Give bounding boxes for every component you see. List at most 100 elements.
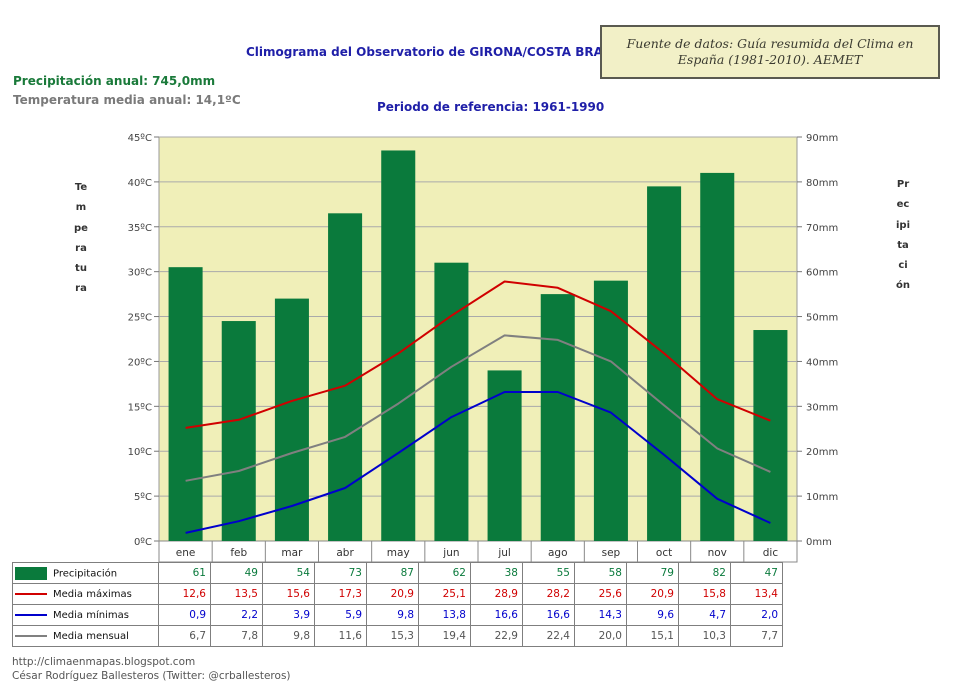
- table-cell: 62: [418, 562, 471, 584]
- data-table: Precipitación 61 49 54 73 87 62 38 55 58…: [12, 562, 783, 647]
- x-tick-label: jun: [442, 547, 459, 559]
- precipitation-bar: [221, 321, 256, 541]
- right-tick-label: 90mm: [806, 133, 838, 144]
- precipitation-legend-swatch: [15, 566, 47, 580]
- precipitation-bar: [328, 213, 363, 542]
- table-cell: 20,0: [574, 625, 627, 647]
- table-cell: 79: [626, 562, 679, 584]
- table-cell: 12,6: [158, 583, 211, 605]
- source-note: Fuente de datos: Guía resumida del Clima…: [626, 36, 914, 67]
- annual-temperature: Temperatura media anual: 14,1ºC: [13, 93, 241, 107]
- x-tick-label: ago: [548, 547, 568, 559]
- plot-area: [158, 136, 798, 542]
- precipitation-bar: [487, 370, 522, 541]
- table-cell: 14,3: [574, 604, 627, 626]
- right-tick-label: 10mm: [806, 492, 838, 503]
- table-cell: 13,8: [418, 604, 471, 626]
- x-tick-label: feb: [230, 547, 247, 559]
- table-cell: 13,5: [210, 583, 263, 605]
- right-tick-label: 60mm: [806, 268, 838, 279]
- precipitation-bar: [593, 280, 628, 541]
- left-axis-label: Temperatura: [74, 182, 88, 295]
- x-tick-label: dic: [763, 547, 779, 559]
- table-cell: 10,3: [678, 625, 731, 647]
- table-cell: 19,4: [418, 625, 471, 647]
- precipitation-bar: [700, 172, 735, 541]
- table-cell: 28,2: [522, 583, 575, 605]
- table-cell: 9,8: [366, 604, 419, 626]
- table-cell: 16,6: [522, 604, 575, 626]
- table-cell: 11,6: [314, 625, 367, 647]
- table-cell: 28,9: [470, 583, 523, 605]
- table-row-min: Media mínimas 0,9 2,2 3,9 5,9 9,8 13,8 1…: [12, 604, 783, 626]
- table-cell: 2,2: [210, 604, 263, 626]
- left-tick-label: 40ºC: [128, 178, 152, 189]
- table-cell: 7,8: [210, 625, 263, 647]
- table-cell: 3,9: [262, 604, 315, 626]
- left-tick-label: 20ºC: [128, 357, 152, 368]
- table-cell: 15,1: [626, 625, 679, 647]
- x-tick-label: sep: [602, 547, 621, 559]
- precipitation-bar: [753, 330, 788, 541]
- precipitation-bar: [434, 262, 469, 541]
- left-tick-label: 35ºC: [128, 223, 152, 234]
- x-tick-label: may: [387, 547, 410, 559]
- table-row-precipitation: Precipitación 61 49 54 73 87 62 38 55 58…: [12, 562, 783, 584]
- footer-author: César Rodríguez Ballesteros (Twitter: @c…: [12, 670, 291, 682]
- table-cell: 9,6: [626, 604, 679, 626]
- x-tick-label: jul: [497, 547, 511, 559]
- table-cell: 54: [262, 562, 315, 584]
- table-cell: 49: [210, 562, 263, 584]
- table-cell: 7,7: [730, 625, 783, 647]
- table-cell: 20,9: [626, 583, 679, 605]
- table-cell: 2,0: [730, 604, 783, 626]
- mean-legend-swatch: [15, 634, 47, 637]
- table-row-max: Media máximas 12,6 13,5 15,6 17,3 20,9 2…: [12, 583, 783, 605]
- x-tick-label: oct: [656, 547, 672, 559]
- table-cell: 15,6: [262, 583, 315, 605]
- source-note-box: Fuente de datos: Guía resumida del Clima…: [600, 25, 940, 79]
- right-tick-label: 40mm: [806, 357, 838, 368]
- min-temp-line: [185, 391, 771, 534]
- left-tick-label: 10ºC: [128, 447, 152, 458]
- table-row-label: Media mensual: [12, 625, 159, 647]
- x-tick-label: ene: [176, 547, 196, 559]
- table-cell: 22,4: [522, 625, 575, 647]
- reference-period: Periodo de referencia: 1961-1990: [377, 100, 605, 114]
- table-cell: 82: [678, 562, 731, 584]
- max-temp-line: [185, 280, 771, 429]
- right-tick-label: 0mm: [806, 537, 832, 548]
- table-cell: 5,9: [314, 604, 367, 626]
- min-legend-swatch: [15, 613, 47, 616]
- left-tick-label: 45ºC: [128, 133, 152, 144]
- table-cell: 47: [730, 562, 783, 584]
- max-legend-swatch: [15, 592, 47, 595]
- table-cell: 87: [366, 562, 419, 584]
- footer-url: http://climaenmapas.blogspot.com: [12, 656, 196, 668]
- left-tick-label: 0ºC: [134, 537, 152, 548]
- table-cell: 6,7: [158, 625, 211, 647]
- left-tick-label: 15ºC: [128, 402, 152, 413]
- table-cell: 25,1: [418, 583, 471, 605]
- table-cell: 38: [470, 562, 523, 584]
- precipitation-bar: [274, 298, 309, 541]
- mean-temp-line: [185, 334, 771, 482]
- x-tick-label: abr: [336, 547, 354, 559]
- table-cell: 13,4: [730, 583, 783, 605]
- table-cell: 55: [522, 562, 575, 584]
- left-tick-label: 5ºC: [134, 492, 152, 503]
- table-cell: 58: [574, 562, 627, 584]
- table-row-label: Media mínimas: [12, 604, 159, 626]
- table-cell: 22,9: [470, 625, 523, 647]
- table-cell: 16,6: [470, 604, 523, 626]
- table-cell: 20,9: [366, 583, 419, 605]
- precipitation-bar: [168, 267, 203, 541]
- table-cell: 9,8: [262, 625, 315, 647]
- precipitation-bar: [540, 294, 575, 541]
- chart-title: Climograma del Observatorio de GIRONA/CO…: [246, 45, 620, 59]
- left-tick-label: 30ºC: [128, 268, 152, 279]
- annual-precipitation: Precipitación anual: 745,0mm: [13, 74, 216, 88]
- x-tick-label: nov: [708, 547, 727, 559]
- right-tick-label: 50mm: [806, 313, 838, 324]
